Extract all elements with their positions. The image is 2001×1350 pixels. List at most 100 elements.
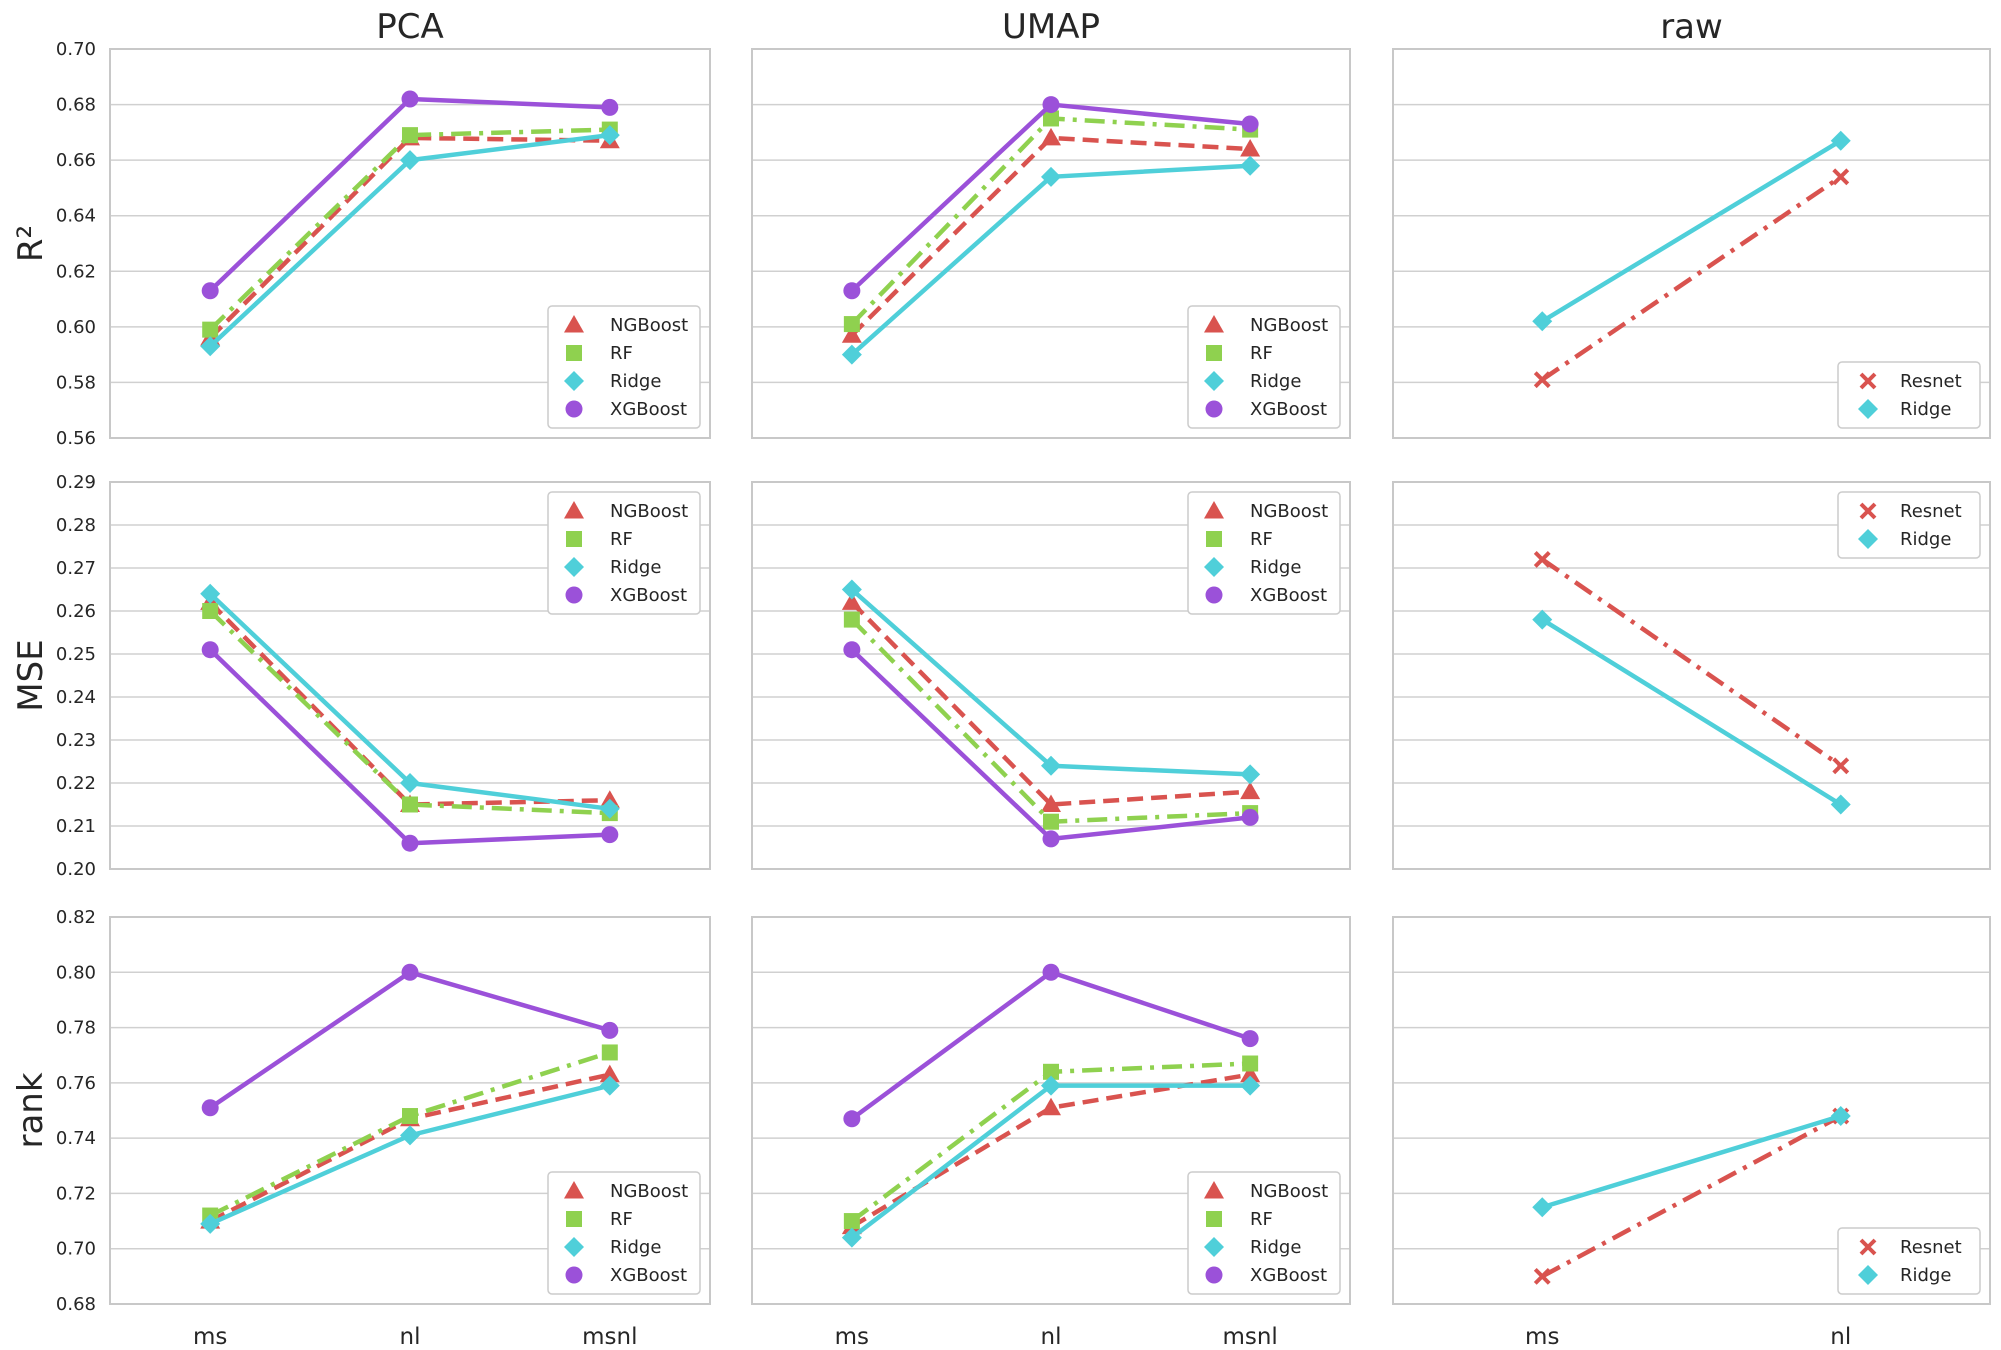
- y-tick-label: 0.24: [56, 687, 96, 708]
- series-line-ngboost: [850, 600, 1251, 807]
- series-xgboost: [201, 641, 619, 852]
- data-point-ridge: [1240, 155, 1261, 176]
- data-point-ridge: [841, 344, 862, 365]
- legend: NGBoost RF Ridge XGBoost: [1187, 305, 1341, 429]
- legend: NGBoost RF Ridge XGBoost: [547, 491, 701, 615]
- data-point-rf: [202, 603, 219, 619]
- legend-marker-ngboost: [1204, 315, 1224, 333]
- legend: NGBoost RF Ridge XGBoost: [547, 1171, 701, 1295]
- y-tick-label: 0.29: [56, 472, 96, 493]
- legend-label: XGBoost: [1250, 399, 1327, 420]
- panel-r-pca: 0.56 0.58 0.60 0.62 0.64 0.66 0.68 0.70 PCA R² NGB…: [11, 7, 711, 449]
- data-point-ngboost: [1240, 139, 1261, 157]
- panel-r-umap: UMAP NGBoost RF Ridge XGBoost: [751, 7, 1351, 439]
- y-tick-label: 0.28: [56, 515, 96, 536]
- data-point-ridge: [599, 1075, 620, 1096]
- axes-frame: [1392, 916, 1991, 1305]
- x-tick-label: nl: [400, 1324, 421, 1350]
- data-point-xgboost: [201, 282, 219, 300]
- series-ridge: [200, 125, 620, 357]
- legend-marker-ridge: [564, 557, 584, 577]
- data-point-rf: [1043, 1063, 1059, 1080]
- series-line-rf: [209, 1050, 611, 1218]
- legend-label: Ridge: [1250, 371, 1301, 392]
- series-ridge: [841, 579, 1261, 785]
- row-label: rank: [11, 1072, 51, 1148]
- legend-marker-ridge: [1858, 1265, 1878, 1285]
- series-line-xgboost: [208, 648, 610, 846]
- y-tick-label: 0.23: [56, 730, 96, 751]
- legend-marker-rf: [566, 531, 582, 547]
- series-line-ridge: [1541, 1113, 1842, 1210]
- data-point-ridge: [1830, 794, 1851, 815]
- legend-box: [547, 305, 701, 429]
- y-tick-label: 0.56: [56, 428, 96, 449]
- y-tick-label: 0.78: [56, 1018, 96, 1039]
- axes-frame: [109, 48, 711, 439]
- series-ngboost: [841, 592, 1261, 812]
- legend-label: NGBoost: [610, 501, 688, 522]
- legend-label: XGBoost: [1250, 585, 1327, 606]
- legend-marker-rf: [566, 1211, 582, 1227]
- legend-box: [1187, 491, 1341, 615]
- data-point-rf: [402, 1108, 418, 1125]
- data-point-ridge: [400, 150, 420, 171]
- data-point-rf: [1043, 110, 1059, 127]
- data-point-xgboost: [601, 1021, 619, 1039]
- data-point-ridge: [1240, 764, 1261, 785]
- legend-label: NGBoost: [1250, 1181, 1328, 1202]
- legend-label: Ridge: [610, 371, 661, 392]
- legend: Resnet Ridge: [1837, 491, 1981, 559]
- y-tick-label: 0.64: [56, 206, 96, 227]
- axes-frame: [1392, 481, 1991, 870]
- legend: NGBoost RF Ridge XGBoost: [547, 305, 701, 429]
- legend-marker-ridge: [1204, 557, 1224, 577]
- legend-marker-ngboost: [1204, 1181, 1224, 1199]
- legend-box: [547, 1171, 701, 1295]
- series-xgboost: [201, 963, 619, 1117]
- legend-marker-ngboost: [1204, 501, 1224, 519]
- series-rf: [843, 110, 1259, 333]
- data-point-ridge: [1041, 1075, 1061, 1096]
- series-line-resnet: [1541, 1114, 1842, 1279]
- legend: Resnet Ridge: [1837, 1227, 1981, 1295]
- legend: NGBoost RF Ridge XGBoost: [1187, 491, 1341, 615]
- legend-label: Resnet: [1900, 371, 1962, 392]
- y-tick-label: 0.25: [56, 644, 96, 665]
- data-point-resnet: [1533, 371, 1551, 389]
- series-ridge: [1532, 130, 1851, 332]
- x-tick-label: msnl: [1222, 1324, 1277, 1350]
- y-tick-label: 0.20: [56, 859, 96, 880]
- axes-frame: [109, 916, 711, 1305]
- legend-label: XGBoost: [610, 1265, 687, 1286]
- series-line-rf: [850, 116, 1251, 326]
- data-point-rf: [1242, 1055, 1259, 1072]
- legend-marker-ridge: [1204, 1237, 1224, 1257]
- data-point-ridge: [200, 1213, 221, 1234]
- row-label: R²: [11, 225, 51, 262]
- legend-marker-ridge: [564, 371, 584, 391]
- series-ridge: [200, 583, 620, 819]
- legend-label: Ridge: [1900, 399, 1951, 420]
- legend-label: Ridge: [1900, 1265, 1951, 1286]
- series-xgboost: [843, 963, 1259, 1128]
- legend-box: [1187, 305, 1341, 429]
- legend-label: NGBoost: [610, 315, 688, 336]
- data-point-xgboost: [601, 98, 619, 116]
- axes-frame: [751, 481, 1351, 870]
- data-point-resnet: [1533, 1267, 1551, 1285]
- panel-mse-pca: 0.20 0.21 0.22 0.23 0.24 0.25 0.26 0.27 0.28 0.29…: [11, 472, 711, 880]
- series-ridge: [1532, 609, 1851, 815]
- y-tick-label: 0.72: [56, 1183, 96, 1204]
- data-point-ngboost: [841, 592, 862, 610]
- legend-marker-xgboost: [1205, 1266, 1223, 1284]
- series-line-rf: [850, 618, 1251, 824]
- data-point-xgboost: [601, 826, 619, 844]
- axes-frame: [751, 48, 1351, 439]
- column-title: PCA: [376, 7, 444, 47]
- data-point-resnet: [1832, 168, 1850, 186]
- data-point-ridge: [1532, 311, 1553, 332]
- legend-marker-rf: [1206, 345, 1222, 361]
- series-line-xgboost: [850, 970, 1251, 1121]
- data-point-ridge: [841, 579, 862, 600]
